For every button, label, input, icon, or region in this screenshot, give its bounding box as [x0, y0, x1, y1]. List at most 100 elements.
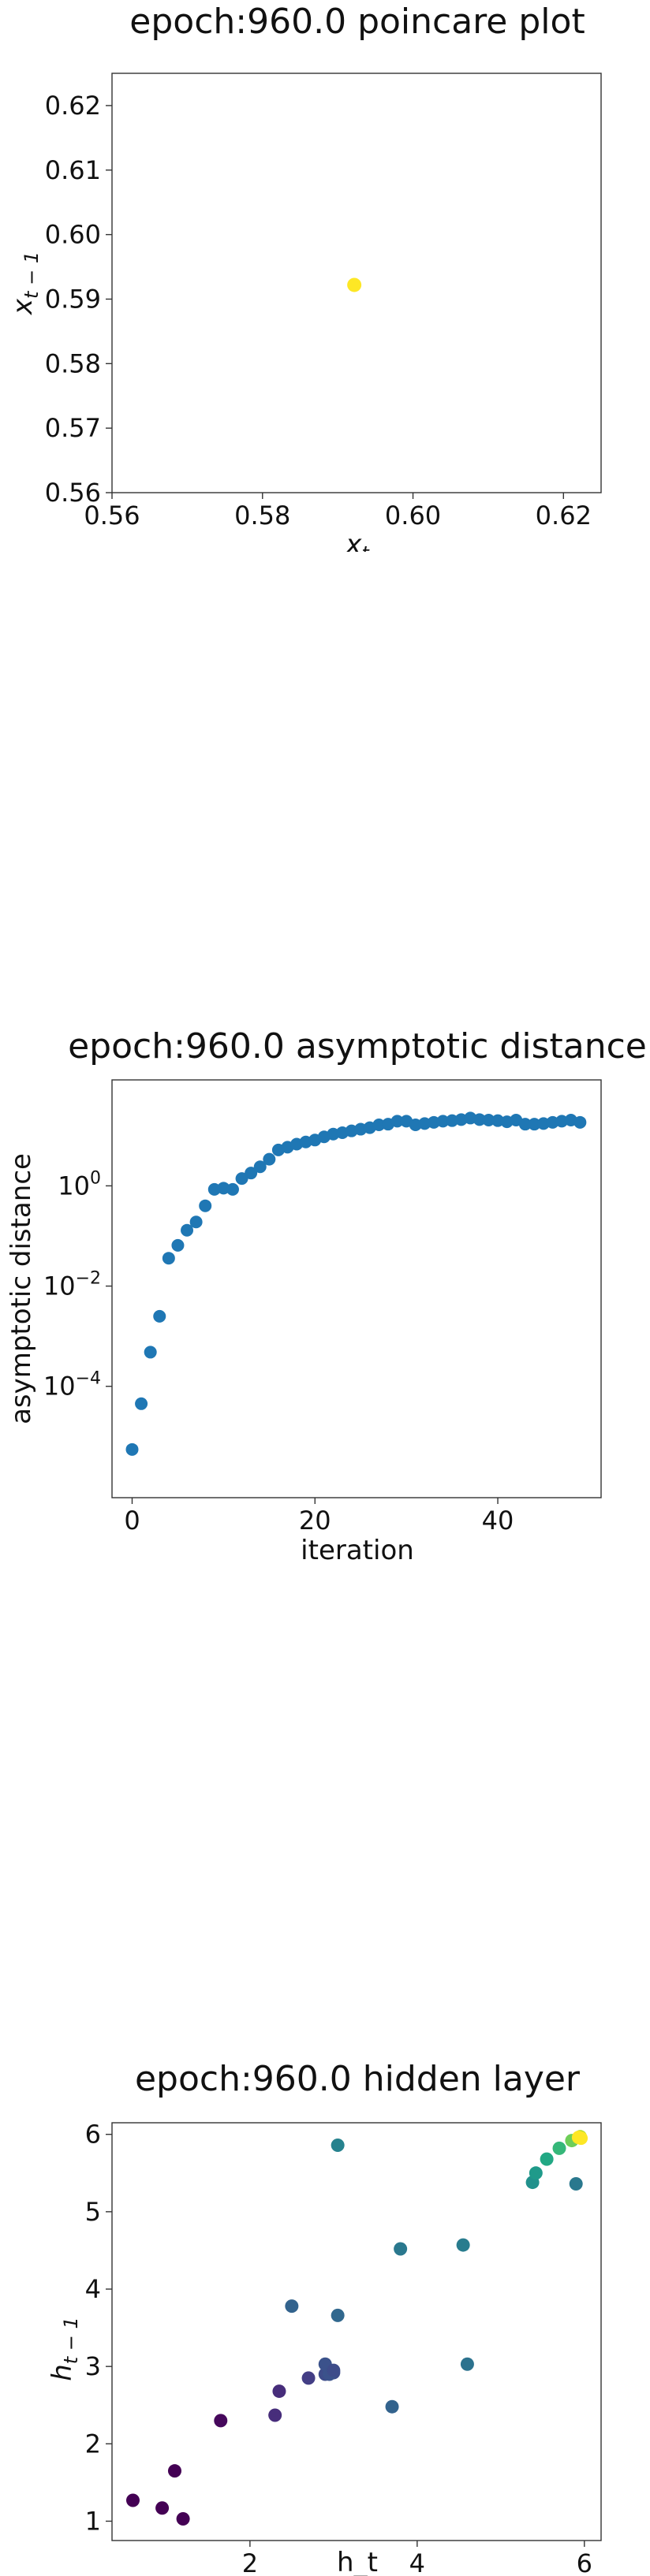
y-tick: 1: [85, 2506, 112, 2536]
axes-frame: [111, 1079, 602, 1498]
data-point: [181, 1223, 194, 1237]
data-point: [460, 2357, 474, 2371]
data-point: [162, 1252, 175, 1265]
y-axis-label: ht − 1: [47, 2317, 82, 2381]
data-point: [552, 2141, 566, 2155]
y-tick: 5: [85, 2197, 112, 2227]
y-tick-label: 5: [85, 2197, 101, 2227]
x-axis-label: h_t: [337, 2547, 378, 2576]
y-tick-label: 10−2: [43, 1269, 101, 1301]
data-point: [189, 1215, 203, 1229]
data-point: [253, 1160, 267, 1174]
data-point: [456, 2238, 470, 2252]
data-point: [285, 2299, 299, 2314]
x-axis-label-sub: t: [361, 542, 370, 552]
data-point: [473, 1113, 486, 1126]
y-tick: 6: [85, 2120, 112, 2150]
x-tick: 20: [299, 1498, 331, 1536]
y-tick-label: 0.57: [45, 413, 101, 443]
x-tick: 6: [577, 2541, 592, 2576]
y-tick: 0.60: [45, 220, 112, 250]
x-tick-label: 0.62: [536, 501, 592, 530]
y-tick: 3: [85, 2351, 112, 2381]
x-tick: 40: [482, 1498, 514, 1536]
data-point: [214, 2414, 228, 2428]
data-point: [125, 1442, 139, 1456]
data-point: [390, 1115, 404, 1128]
x-tick: 0.60: [385, 493, 441, 530]
axes-frame: [111, 73, 602, 493]
data-point: [327, 2363, 341, 2377]
data-point: [331, 2138, 345, 2152]
data-point: [226, 1182, 239, 1196]
data-point: [235, 1172, 248, 1186]
y-tick-label: 1: [85, 2506, 101, 2536]
x-tick: 4: [409, 2541, 425, 2576]
data-point: [268, 2408, 282, 2422]
y-axis-ticks: 1 2 3 4 5 6: [85, 2120, 112, 2536]
data-point: [555, 1115, 569, 1128]
x-tick: 0.58: [234, 493, 290, 530]
y-tick-label: 6: [85, 2120, 101, 2150]
data-point: [347, 277, 362, 292]
x-tick: 2: [242, 2541, 258, 2576]
y-tick-label: 0.59: [45, 284, 101, 314]
data-point: [446, 1114, 459, 1127]
data-point: [529, 2166, 543, 2180]
data-point: [167, 2464, 181, 2478]
data-point: [199, 1199, 212, 1212]
asymptotic-distance-chart: epoch:960.0 asymptotic distance 0 20 40 10…: [6, 1026, 647, 1566]
data-point: [372, 1118, 386, 1131]
y-axis-ticks: 0.56 0.57 0.58 0.59 0.60 0.61 0.62: [45, 91, 112, 508]
data-point: [144, 1346, 157, 1359]
y-axis-label-main: x: [7, 298, 39, 315]
data-point: [153, 1309, 166, 1323]
data-point: [573, 1115, 587, 1129]
y-tick-label: 3: [85, 2351, 101, 2381]
x-tick-label: 40: [482, 1506, 514, 1536]
x-axis-label: iteration: [301, 1535, 414, 1566]
data-point: [176, 2512, 190, 2526]
data-point: [427, 1115, 440, 1129]
y-axis-label: xt − 1: [7, 251, 43, 315]
plot-area: [125, 1111, 587, 1456]
x-tick-label: 2: [242, 2548, 258, 2576]
y-axis-label-sub: t − 1: [21, 251, 43, 299]
y-tick-label: 0.60: [45, 220, 101, 250]
x-axis-ticks: 2 4 6: [242, 2541, 592, 2576]
data-point: [301, 2371, 316, 2385]
x-tick: 0: [124, 1498, 140, 1536]
y-tick: 0.58: [45, 348, 112, 378]
y-tick-label: 0.56: [45, 478, 101, 508]
x-axis-label: xt: [345, 529, 370, 552]
data-point: [245, 1167, 258, 1180]
data-point: [171, 1238, 185, 1252]
y-tick: 0.56: [45, 478, 112, 508]
chart-title: epoch:960.0 poincare plot: [129, 2, 585, 42]
x-tick: 0.56: [84, 493, 140, 530]
data-point: [125, 2493, 140, 2507]
y-tick-label: 0.58: [45, 348, 101, 378]
data-point: [546, 1115, 559, 1129]
data-point: [394, 2242, 408, 2256]
data-point: [385, 2399, 399, 2414]
y-tick-label: 0.62: [45, 91, 101, 121]
x-axis-ticks: 0.56 0.58 0.60 0.62: [84, 493, 592, 530]
y-tick: 10−4: [43, 1369, 112, 1402]
axes-frame: [111, 2122, 602, 2541]
chart-title: epoch:960.0 hidden layer: [135, 2059, 581, 2099]
y-tick: 4: [85, 2274, 112, 2304]
y-tick-label: 2: [85, 2429, 101, 2459]
y-axis-label-main: h: [47, 2364, 78, 2381]
x-tick-label: 6: [577, 2548, 592, 2576]
y-tick-label: 100: [58, 1168, 101, 1201]
x-tick-label: 0.60: [385, 501, 441, 530]
x-tick-label: 0.58: [234, 501, 290, 530]
y-tick: 0.59: [45, 284, 112, 314]
plot-area: [347, 277, 362, 292]
data-point: [528, 1118, 541, 1131]
data-point: [491, 1114, 505, 1127]
data-point: [518, 1118, 532, 1131]
x-axis-label-main: x: [345, 529, 362, 552]
